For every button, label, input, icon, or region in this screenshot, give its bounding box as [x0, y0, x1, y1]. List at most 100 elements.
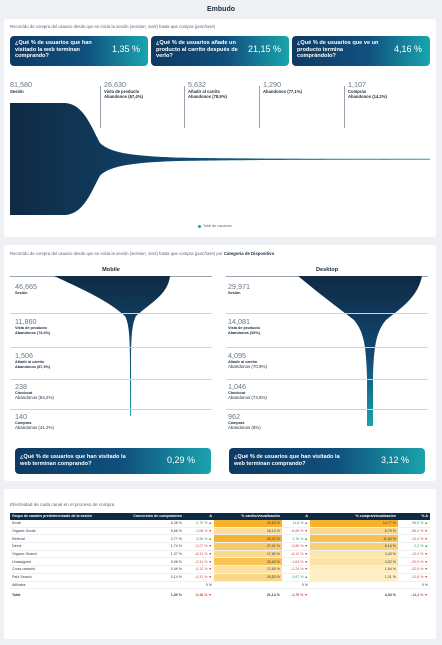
legend-dot-icon — [198, 224, 201, 228]
table-cell: 1,07 % — [116, 550, 184, 559]
table-row: Organic Social 5,66 % -1,08 % ▼ 16,13 % -6,6… — [10, 527, 430, 536]
column-header[interactable]: % carrito/visualización — [214, 513, 282, 520]
stage-divider — [226, 379, 428, 380]
kpi-mobile-conversion: ¿Qué % de usuarios que han visitado la w… — [15, 448, 211, 474]
funnel-desktop-shape — [298, 276, 422, 426]
panel-title-mobile: Mobile — [102, 267, 120, 273]
table-cell: -2,24 % ▼ — [282, 565, 310, 574]
table-cell: Unassigned — [10, 557, 116, 567]
table-cell: Paid Search — [10, 573, 116, 582]
table-total-cell: -0,48 % ▼ — [195, 593, 212, 598]
stage-divider — [184, 86, 185, 128]
table-cell: 3,43 % — [310, 550, 398, 559]
table-cell: -6,31 % ▼ — [184, 550, 214, 559]
desktop-stage-product-view: 14,081 Vista de producto Abandonos (53%) — [228, 317, 261, 335]
desktop-stage-purchases: 962 Compras Abandonos (8%) — [228, 412, 261, 430]
table-total-cell: 21,14 % — [266, 593, 280, 598]
table-total-cell: -14,4 % ▼ — [411, 593, 428, 598]
table-total-row: Total 1,30 % -0,48 % ▼ 21,14 % -1,75 % ▼ 4,33… — [10, 589, 430, 602]
table-row: Organic Search 1,07 % -6,31 % ▼ 17,82 % -6,1… — [10, 550, 430, 559]
desktop-stage-checkout: 1,046 Checkout Abandonos (74,5%) — [228, 382, 267, 400]
table-cell: -6,69 % ▼ — [282, 527, 310, 536]
table-total-cell: 1,30 % — [170, 593, 182, 598]
table-row: Affiliates 0 % 0 % 0 % — [10, 581, 430, 590]
table-cell: 0 % — [184, 581, 214, 590]
stage-divider — [226, 409, 428, 410]
funnel-device-description: Recorrido de compra del usuario desde qu… — [10, 251, 275, 256]
mobile-stage-product-view: 11,860 Vista de producto Abandonos (74,6… — [15, 317, 51, 335]
table-cell — [116, 581, 184, 590]
table-row: Unassigned 0,98 % -2,31 % ▼ 30,63 % -1,64 % … — [10, 557, 430, 567]
funnel-mobile-shape — [54, 276, 170, 416]
table-cell: 17,82 % — [214, 550, 282, 559]
column-header[interactable]: Δ — [184, 513, 214, 520]
mobile-stage-purchases: 140 Compras Abandonos (41,2%) — [15, 412, 54, 430]
channel-table-title: Efectividad de cada canal en el proceso … — [10, 502, 115, 507]
kpi-visit-to-purchase: ¿Qué % de usuarios que han visitado la w… — [10, 36, 148, 66]
table-cell: 40,63 % — [214, 519, 282, 528]
column-header[interactable]: % Δ — [398, 513, 430, 520]
funnel-stage-product-view: 26,630 Vista de producto Abandonos (67,4… — [104, 80, 143, 100]
funnel-stage-purchases: 1,107 Compras Abandonos (14,2%) — [348, 80, 387, 100]
table-cell: 18,53 % — [214, 573, 282, 582]
stage-divider — [10, 313, 212, 314]
table-cell: 0 % — [398, 581, 430, 590]
kpi-view-to-cart: ¿Qué % de usuarios añade un producto al … — [151, 36, 289, 66]
table-row: Cross-network 0,49 % -0,12 % ▼ 12,85 % -2,24… — [10, 565, 430, 574]
table-cell: 6,79 % — [310, 527, 398, 536]
table-header-row: Grupo de canales predeterminado de la se… — [10, 513, 430, 520]
column-header[interactable]: Δ — [282, 513, 310, 520]
table-cell: -1,64 % ▼ — [282, 557, 310, 567]
table-total-cell: -1,75 % ▼ — [291, 593, 308, 598]
table-cell: Affiliates — [10, 581, 116, 590]
funnel-overall-chart — [10, 103, 430, 215]
table-cell: Cross-network — [10, 565, 116, 574]
table-cell: -12,4 % ▼ — [398, 550, 430, 559]
panel-title-desktop: Desktop — [315, 267, 339, 273]
table-cell: 8,16 % — [310, 542, 398, 551]
stage-divider — [10, 347, 212, 348]
table-cell — [310, 581, 398, 590]
channel-effectiveness-card: Efectividad de cada canal en el proceso … — [4, 489, 436, 639]
funnel-overall-shape — [10, 103, 430, 215]
funnel-device-card: Recorrido de compra del usuario desde qu… — [4, 245, 436, 481]
table-cell: 2,75 % ▲ — [184, 519, 214, 528]
funnel-description: Recorrido de compra del usuario desde qu… — [10, 24, 216, 29]
table-cell: 1,76 % ▲ — [282, 534, 310, 544]
table-total-cell: 4,33 % — [384, 593, 396, 598]
stage-divider — [259, 86, 260, 128]
table-row: Email 6,38 % 2,75 % ▲ 40,63 % 11,8 % ▲ 14,77 … — [10, 519, 430, 528]
table-cell: 2,77 % — [116, 534, 184, 544]
table-cell: 2,3 % ▲ — [398, 542, 430, 551]
table-cell: -32,9 % ▼ — [398, 565, 430, 574]
funnel-stage-checkout: 1,290 Abandonos (77,1%) — [263, 80, 302, 95]
funnel-stage-add-to-cart: 5,632 Añadir al carrito Abandonos (78,9%… — [188, 80, 227, 100]
column-header[interactable]: Grupo de canales predeterminado de la se… — [10, 513, 116, 520]
column-header[interactable]: % compra/visualización — [310, 513, 398, 520]
table-cell: 16,13 % — [214, 527, 282, 536]
table-cell: 11,8 % ▲ — [282, 519, 310, 528]
table-cell: Email — [10, 519, 116, 528]
table-cell — [214, 581, 282, 590]
table-cell: 3,96 % ▲ — [184, 534, 214, 544]
column-header[interactable]: Conversión de compradores — [116, 513, 184, 520]
stage-divider — [226, 313, 428, 314]
table-cell: 5,66 % — [116, 527, 184, 536]
table-cell: 6,38 % — [116, 519, 184, 528]
chart-legend: Total de usuarios — [198, 224, 232, 228]
stage-divider — [344, 86, 345, 128]
table-cell: 40,33 % — [214, 534, 282, 544]
table-cell: 0 % — [282, 581, 310, 590]
mobile-stage-checkout: 238 Checkout Abandonos (84,2%) — [15, 382, 54, 400]
stage-divider — [226, 347, 428, 348]
kpi-desktop-conversion: ¿Qué % de usuarios que han visitado la w… — [229, 448, 425, 474]
table-row: Paid Search 0,14 % -0,31 % ▼ 18,53 % 0,87 % … — [10, 573, 430, 582]
stage-divider — [10, 409, 212, 410]
table-cell: 0,87 % ▲ — [282, 573, 310, 582]
table-row: Referral 2,77 % 3,96 % ▲ 40,33 % 1,76 % ▲ 11,… — [10, 534, 430, 544]
table-cell: -0,27 % ▼ — [184, 542, 214, 551]
table-cell: 11,63 % — [310, 534, 398, 544]
table-cell: 12,85 % — [214, 565, 282, 574]
mobile-stage-add-to-cart: 1,506 Añadir al carrito Abandonos (87,3%… — [15, 351, 51, 369]
table-cell: Organic Search — [10, 550, 116, 559]
